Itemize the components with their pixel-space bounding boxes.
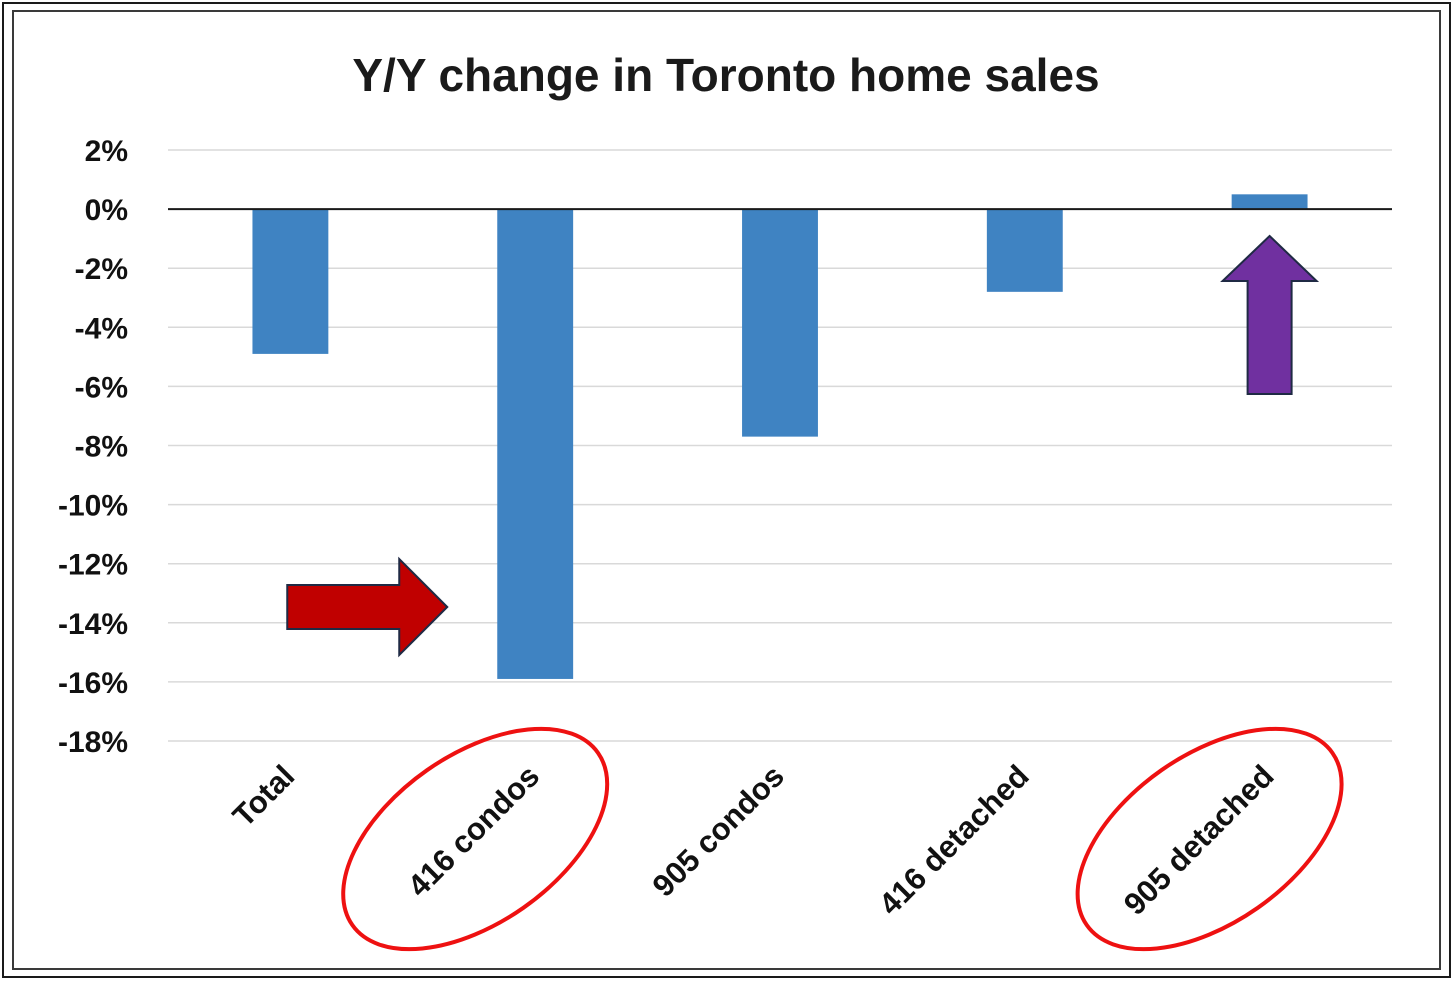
bars [252,194,1308,679]
bar-416-detached [986,209,1063,292]
inner-frame [12,10,1441,970]
y-tick-label: -10% [58,490,128,523]
category-label: Total [226,758,301,833]
category-label: 416 condos [401,758,546,903]
red-arrow [286,556,449,658]
bar-905-condos [742,209,818,437]
y-tick-label: 0% [85,194,128,227]
category-label: 905 detached [1117,758,1281,922]
y-tick-label: -4% [75,312,128,345]
y-tick-label: -2% [75,253,128,286]
category-label: 416 detached [872,758,1036,922]
annotations [286,234,1344,952]
bar-905-detached [1231,194,1308,210]
category-label: 905 condos [646,758,791,903]
highlight-ellipse [1075,726,1344,952]
y-tick-label: -8% [75,431,128,464]
highlight-ellipse [341,726,610,952]
bar-416-condos [497,209,574,679]
chart-title: Y/Y change in Toronto home sales [352,49,1099,101]
y-tick-label: -12% [58,549,128,582]
y-tick-label: 2% [85,135,128,168]
y-tick-label: -6% [75,371,128,404]
y-axis-tick-labels: 2% 0% -2% -4% -6% -8% -10% -12% -14% -16% -18% [58,135,128,759]
y-tick-label: -16% [58,667,128,700]
y-tick-label: -14% [58,608,128,641]
purple-arrow [1220,234,1320,395]
y-tick-label: -18% [58,726,128,759]
x-axis-category-labels: Total 416 condos 905 condos 416 detached 905… [226,758,1281,922]
bar-total [252,209,329,354]
